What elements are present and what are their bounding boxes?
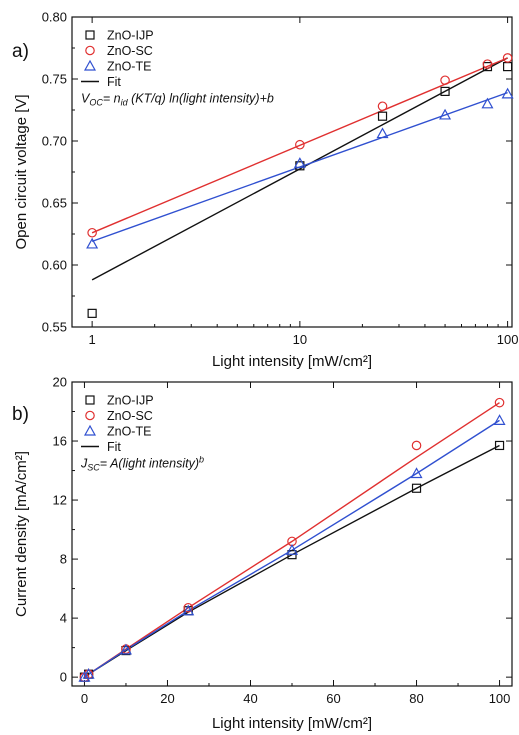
data-point-zno-sc: [502, 53, 513, 63]
fit-equation-part: id: [121, 98, 129, 108]
fit-line-zno-ijp: [84, 444, 500, 678]
legend-label: ZnO-TE: [107, 425, 151, 439]
x-tick-label: 0: [81, 691, 88, 706]
x-tick-label: 60: [326, 691, 340, 706]
legend-label: Fit: [107, 75, 121, 89]
panel-label: a): [12, 41, 29, 62]
data-point-zno-te: [119, 643, 132, 655]
y-tick-label: 0.70: [42, 134, 67, 149]
fit-line-zno-ijp: [91, 57, 508, 281]
fit-line-zno-sc: [91, 57, 508, 234]
data-point-zno-te: [78, 670, 91, 682]
y-tick-label: 0.60: [42, 258, 67, 273]
y-tick-label: 4: [60, 611, 67, 626]
fit-equation: VOC= nid (KT/q) ln(light intensity)+b: [81, 92, 274, 108]
panel-label: b): [12, 404, 29, 425]
legend-label: Fit: [107, 440, 121, 454]
data-point-zno-sc: [494, 397, 505, 408]
data-point-zno-ijp: [87, 308, 97, 318]
fit-equation-part: OC: [89, 98, 103, 108]
legend-label: ZnO-TE: [107, 60, 151, 74]
data-point-zno-te: [82, 667, 95, 679]
data-point-zno-sc: [183, 602, 194, 613]
x-tick-label: 10: [293, 332, 307, 347]
fit-equation: JSC= A(light intensity)b: [80, 455, 204, 473]
x-tick-label: 1: [89, 332, 96, 347]
data-point-zno-sc: [440, 75, 450, 86]
fit-equation-part: b: [199, 455, 204, 465]
y-tick-label: 16: [53, 434, 67, 449]
data-point-zno-sc: [295, 139, 305, 150]
y-tick-label: 0.75: [42, 72, 67, 87]
y-tick-label: 0.55: [42, 320, 67, 335]
x-axis-title: Light intensity [mW/cm²]: [212, 353, 372, 370]
y-axis-title: Current density [mA/cm²]: [13, 451, 30, 617]
legend-marker-zno-te: [83, 424, 97, 436]
data-point-zno-te: [410, 467, 423, 479]
data-point-zno-ijp: [440, 86, 450, 97]
fit-equation-part: V: [81, 92, 91, 106]
legend-marker-zno-sc: [85, 410, 95, 421]
data-point-zno-te: [493, 414, 506, 425]
x-tick-label: 80: [409, 691, 423, 706]
fit-equation-part: J: [80, 457, 88, 471]
y-tick-label: 0: [60, 670, 67, 685]
legend-label: ZnO-SC: [107, 409, 153, 423]
y-axis-title: Open circuit voltage [V]: [13, 94, 30, 249]
legend-marker-zno-sc: [85, 45, 95, 56]
data-point-zno-ijp: [502, 61, 513, 72]
data-point-zno-sc: [87, 227, 97, 238]
data-point-zno-te: [481, 97, 494, 109]
data-point-zno-te: [439, 108, 452, 120]
data-point-zno-te: [376, 127, 389, 139]
x-tick-label: 40: [243, 691, 257, 706]
panel-a-open-circuit-voltage-chart: 0.55 0.60 0.65 0.70 0.75 0.80 1 10 100 Light inte…: [12, 10, 518, 371]
data-point-zno-sc: [482, 59, 493, 69]
x-axis-title: Light intensity [mW/cm²]: [212, 715, 372, 732]
x-tick-label: 100: [489, 691, 511, 706]
legend-marker-zno-te: [83, 59, 97, 71]
legend-marker-zno-ijp: [85, 30, 95, 40]
data-point-zno-te: [182, 604, 195, 616]
legend-marker-zno-ijp: [85, 395, 95, 405]
legend-label: ZnO-IJP: [107, 394, 154, 408]
data-point-zno-te: [293, 157, 306, 168]
data-point-zno-te: [501, 87, 514, 99]
y-tick-label: 0.65: [42, 196, 67, 211]
legend-label: ZnO-SC: [107, 44, 153, 58]
fit-equation-part: SC: [87, 463, 100, 473]
legend-label: ZnO-IJP: [107, 29, 154, 43]
data-point-zno-ijp: [377, 111, 388, 121]
panel-b-current-density-chart: 0 4 8 12 16 20 0 20 40 60 80 100 Light intensity [mW…: [12, 375, 513, 732]
data-point-zno-te: [285, 543, 299, 555]
y-tick-label: 20: [53, 375, 67, 390]
y-tick-label: 0.80: [42, 10, 67, 25]
data-point-zno-te: [86, 237, 99, 249]
y-tick-label: 8: [60, 552, 67, 567]
data-point-zno-ijp: [411, 483, 422, 493]
x-tick-label: 20: [160, 691, 174, 706]
data-point-zno-sc: [411, 440, 422, 451]
fit-equation-part: = A(light intensity): [100, 457, 199, 471]
fit-equation-part: = n: [103, 92, 121, 106]
data-point-zno-ijp: [494, 440, 505, 451]
x-tick-label: 100: [497, 332, 519, 347]
fit-equation-part: (KT/q) ln(light intensity)+b: [128, 92, 274, 106]
y-tick-label: 12: [53, 493, 67, 508]
data-point-zno-sc: [377, 101, 388, 112]
